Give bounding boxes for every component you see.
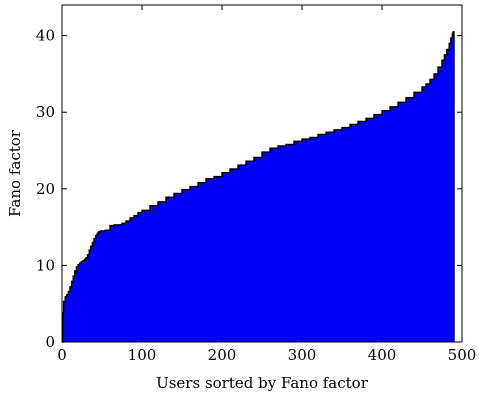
y-axis-label: Fano factor — [6, 129, 24, 217]
data-area-fill — [62, 31, 454, 342]
axes-layer: 0 100 200 300 400 500 0 10 20 30 40 — [36, 4, 477, 364]
x-tick-label: 300 — [288, 346, 317, 364]
data-area-edge — [62, 31, 455, 343]
y-tick-label: 0 — [45, 333, 55, 351]
y-tick-label: 20 — [36, 180, 55, 198]
x-tick-label: 500 — [448, 346, 477, 364]
x-tick-label: 100 — [128, 346, 157, 364]
plot-frame — [61, 4, 463, 343]
x-tick-label: 200 — [208, 346, 237, 364]
x-axis-label: Users sorted by Fano factor — [156, 374, 369, 392]
plot-layer — [62, 31, 455, 343]
x-tick-label: 400 — [368, 346, 397, 364]
x-tick-label: 0 — [57, 346, 67, 364]
y-tick-label: 30 — [36, 103, 55, 121]
y-tick-label: 40 — [36, 27, 55, 45]
y-tick-label: 10 — [36, 256, 55, 274]
